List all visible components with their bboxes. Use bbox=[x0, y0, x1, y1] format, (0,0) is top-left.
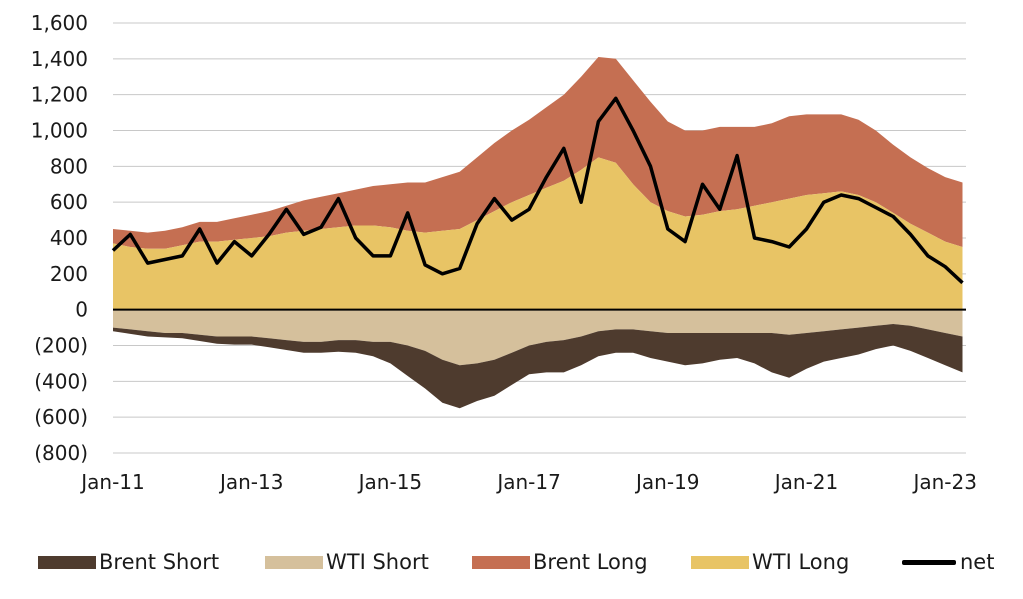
area-brent-long bbox=[113, 57, 963, 249]
legend-swatch-brent-short bbox=[38, 555, 96, 569]
x-tick-label: Jan-13 bbox=[218, 470, 284, 494]
x-tick-label: Jan-15 bbox=[357, 470, 423, 494]
areas bbox=[113, 57, 963, 409]
y-tick-label: (400) bbox=[34, 369, 88, 393]
x-tick-label: Jan-11 bbox=[79, 470, 145, 494]
x-tick-label: Jan-17 bbox=[495, 470, 561, 494]
x-axis-ticks: Jan-11 Jan-13 Jan-15 Jan-17 Jan-19 Jan-21 Jan-… bbox=[79, 470, 977, 494]
chart: 1,600 1,400 1,200 1,000 800 600 400 200 0 (200) (4… bbox=[31, 11, 977, 494]
y-tick-label: 0 bbox=[75, 298, 88, 322]
legend-swatch-wti-long bbox=[691, 555, 749, 569]
legend-swatch-brent-long bbox=[472, 555, 530, 569]
legend-label-brent-long: Brent Long bbox=[533, 550, 648, 574]
x-tick-label: Jan-21 bbox=[773, 470, 839, 494]
net-line bbox=[111, 96, 964, 285]
legend-label-wti-short: WTI Short bbox=[326, 550, 429, 574]
y-tick-label: 800 bbox=[50, 154, 88, 178]
legend-item-wti-short: WTI Short bbox=[265, 542, 429, 582]
y-tick-label: 1,000 bbox=[31, 119, 88, 143]
x-tick-label: Jan-19 bbox=[634, 470, 700, 494]
area-wti-short bbox=[113, 309, 963, 366]
y-tick-label: (600) bbox=[34, 405, 88, 429]
y-tick-label: 200 bbox=[50, 262, 88, 286]
legend-label-brent-short: Brent Short bbox=[99, 550, 220, 574]
y-tick-label: 600 bbox=[50, 190, 88, 214]
legend-item-brent-long: Brent Long bbox=[472, 542, 648, 582]
y-tick-label: 1,200 bbox=[31, 83, 88, 107]
y-tick-label: 1,400 bbox=[31, 47, 88, 71]
legend: Brent Short WTI Short Brent Long WTI Lon… bbox=[0, 542, 1023, 582]
y-tick-label: 400 bbox=[50, 226, 88, 250]
legend-label-net: net bbox=[960, 550, 995, 574]
legend-swatch-wti-short bbox=[265, 555, 323, 569]
y-tick-label: 1,600 bbox=[31, 11, 88, 35]
area-brent-short bbox=[113, 324, 963, 409]
legend-item-net: net bbox=[902, 542, 994, 582]
y-tick-label: (800) bbox=[34, 441, 88, 465]
y-tick-label: (200) bbox=[34, 334, 88, 358]
net-line-layer bbox=[111, 96, 964, 285]
legend-item-brent-short: Brent Short bbox=[38, 542, 219, 582]
legend-label-wti-long: WTI Long bbox=[752, 550, 850, 574]
legend-item-wti-long: WTI Long bbox=[691, 542, 849, 582]
legend-swatch-net bbox=[902, 559, 956, 565]
y-axis-ticks: 1,600 1,400 1,200 1,000 800 600 400 200 0 (200) (4… bbox=[31, 11, 88, 465]
area-wti-long bbox=[113, 157, 963, 310]
x-tick-label: Jan-23 bbox=[911, 470, 977, 494]
